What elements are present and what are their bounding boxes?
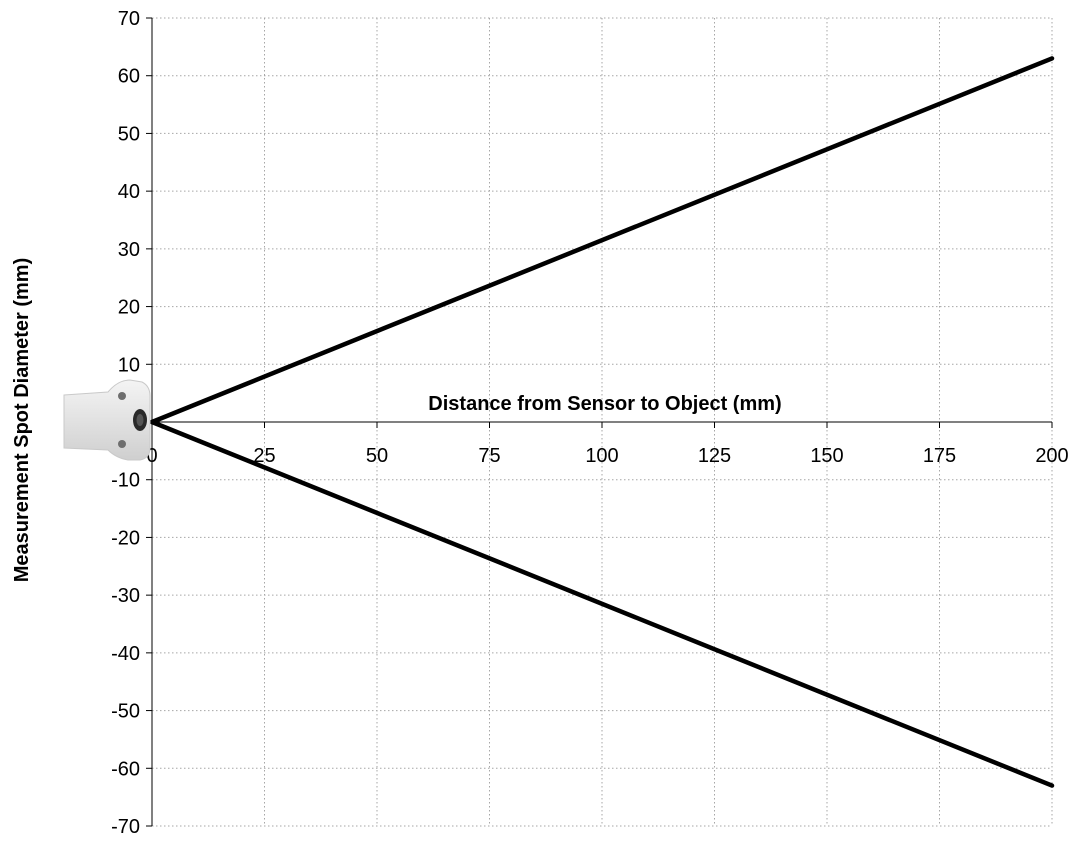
x-tick-label: 200 [1035, 445, 1068, 467]
x-tick-label: 175 [923, 445, 956, 467]
x-tick-label: 100 [585, 445, 618, 467]
x-tick-labels: 0 25 50 75 100 125 150 175 200 [146, 445, 1068, 467]
y-tick-label: -40 [111, 643, 140, 665]
series-line-1 [149, 56, 1055, 425]
y-tick-label: 70 [118, 8, 140, 30]
series-group [149, 56, 1055, 788]
y-tick-label: -50 [111, 701, 140, 723]
x-tick-label: 25 [253, 445, 275, 467]
sensor-device-icon [63, 379, 151, 461]
y-tick-label: 20 [118, 297, 140, 319]
series-line-2 [149, 419, 1055, 788]
x-tick-label: 0 [146, 445, 157, 467]
y-tick-label: -30 [111, 585, 140, 607]
y-tick-label: 10 [118, 354, 140, 376]
y-tick-label: -10 [111, 470, 140, 492]
axes [146, 17, 1053, 827]
y-axis-title: Measurement Spot Diameter (mm) [11, 258, 33, 583]
x-axis-title: Distance from Sensor to Object (mm) [428, 393, 781, 415]
x-tick-label: 125 [698, 445, 731, 467]
y-tick-label: -20 [111, 527, 140, 549]
y-tick-labels: 70 60 50 40 30 20 10 -10 -20 -30 -40 -50 -60 -70 [111, 8, 140, 838]
y-tick-label: 40 [118, 181, 140, 203]
y-tick-label: 60 [118, 66, 140, 88]
x-tick-label: 150 [810, 445, 843, 467]
x-tick-label: 50 [366, 445, 388, 467]
x-tick-label: 75 [478, 445, 500, 467]
y-tick-label: -70 [111, 816, 140, 838]
y-tick-label: 30 [118, 239, 140, 261]
y-tick-label: -60 [111, 758, 140, 780]
y-tick-label: 50 [118, 123, 140, 145]
